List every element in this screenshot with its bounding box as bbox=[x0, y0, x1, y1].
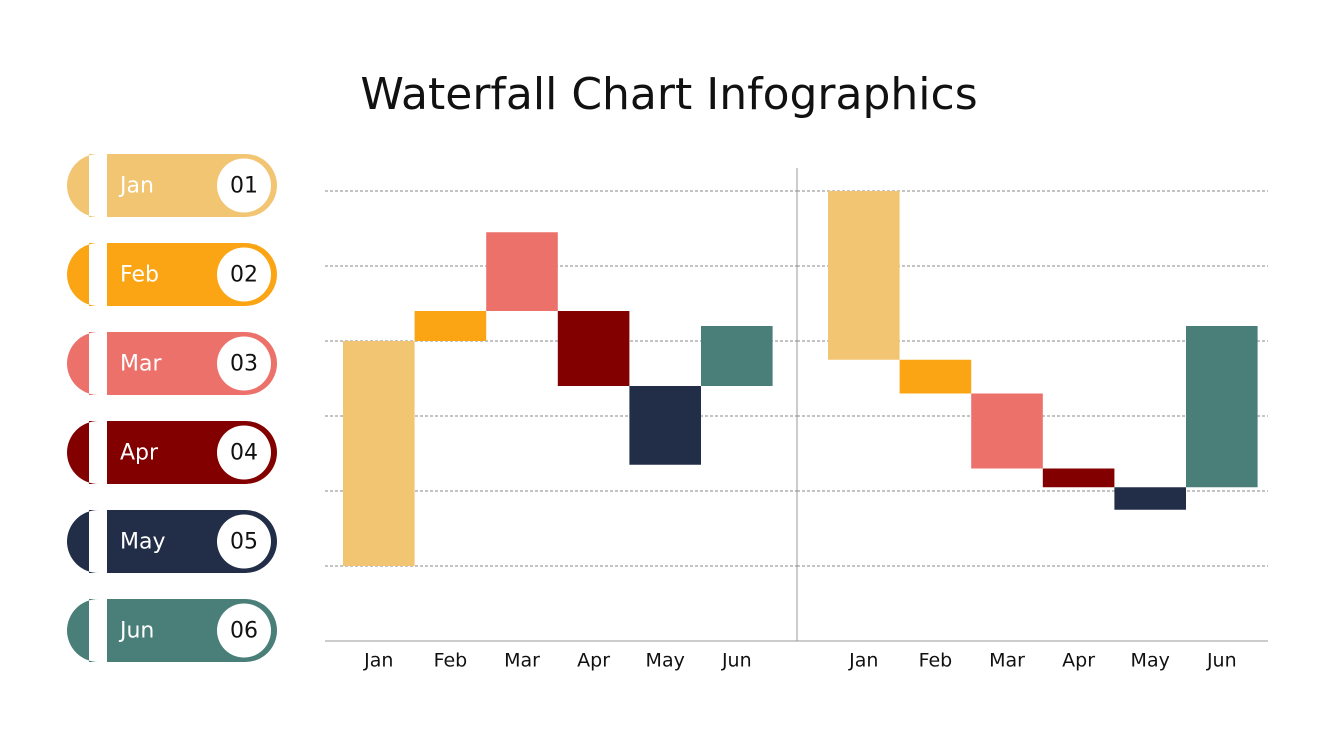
legend-label: Mar bbox=[120, 352, 162, 377]
legend-badge bbox=[217, 514, 271, 569]
x-tick-label: Apr bbox=[1062, 650, 1095, 672]
legend-tab bbox=[67, 154, 99, 217]
x-tick-label: Feb bbox=[434, 650, 468, 672]
bar bbox=[828, 191, 900, 360]
legend-label: Feb bbox=[120, 263, 159, 288]
legend-tab bbox=[67, 510, 99, 573]
legend-number: 06 bbox=[230, 619, 258, 644]
bar bbox=[899, 359, 972, 394]
x-tick-label: Jun bbox=[721, 650, 752, 672]
bar bbox=[629, 386, 701, 465]
x-tick-label: Feb bbox=[919, 650, 953, 672]
title: Waterfall Chart Infographics bbox=[360, 69, 977, 120]
x-tick-label: May bbox=[646, 650, 685, 672]
legend-badge bbox=[217, 247, 271, 302]
legend-badge bbox=[217, 603, 271, 658]
bar bbox=[701, 326, 773, 386]
bar bbox=[971, 393, 1043, 469]
legend-tab bbox=[67, 243, 99, 306]
x-tick-label: Mar bbox=[989, 650, 1025, 672]
legend-tab bbox=[67, 332, 99, 395]
bar bbox=[414, 311, 487, 341]
legend-number: 04 bbox=[230, 441, 258, 466]
bar bbox=[1042, 468, 1115, 488]
bar bbox=[557, 311, 630, 386]
legend-number: 01 bbox=[230, 174, 258, 199]
legend-badge bbox=[217, 336, 271, 391]
bar bbox=[1114, 487, 1186, 510]
legend-label: Jan bbox=[118, 174, 154, 199]
legend-badge bbox=[217, 425, 271, 480]
legend-number: 02 bbox=[230, 263, 258, 288]
x-tick-label: Mar bbox=[504, 650, 540, 672]
bar bbox=[343, 341, 415, 566]
legend-tab bbox=[67, 421, 99, 484]
bar bbox=[1186, 326, 1258, 488]
x-tick-label: Jan bbox=[848, 650, 878, 672]
bar bbox=[486, 232, 558, 311]
legend-number: 05 bbox=[230, 530, 258, 555]
x-tick-label: Jun bbox=[1206, 650, 1237, 672]
legend-label: May bbox=[120, 530, 165, 555]
legend-label: Jun bbox=[118, 619, 154, 644]
x-tick-label: Apr bbox=[577, 650, 610, 672]
x-tick-label: May bbox=[1131, 650, 1170, 672]
legend-number: 03 bbox=[230, 352, 258, 377]
x-tick-label: Jan bbox=[363, 650, 393, 672]
legend-label: Apr bbox=[120, 441, 159, 466]
legend-badge bbox=[217, 158, 271, 213]
legend-tab bbox=[67, 599, 99, 662]
